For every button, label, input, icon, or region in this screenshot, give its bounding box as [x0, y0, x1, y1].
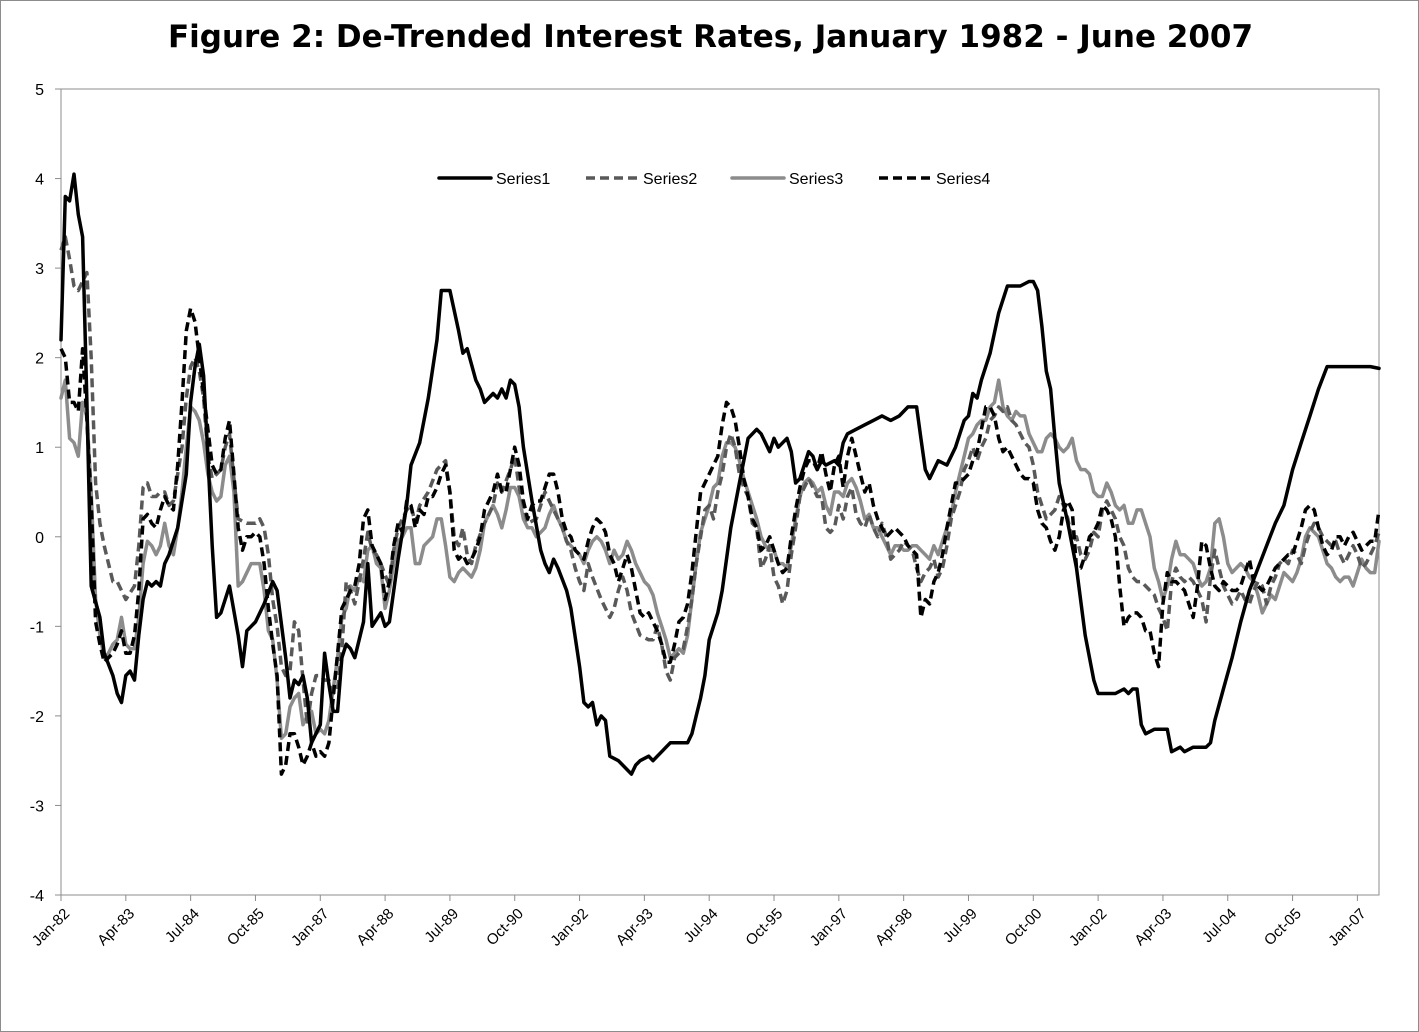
plot-border: [60, 88, 1380, 896]
y-tick-label: 3: [35, 261, 44, 278]
legend-label: Series3: [789, 171, 843, 188]
x-tick-label: Jan-02: [1066, 905, 1110, 949]
x-tick-label: Jul-94: [681, 905, 722, 946]
legend-label: Series2: [643, 171, 697, 188]
series-lines: [59, 172, 1381, 776]
y-tick-label: 2: [35, 351, 44, 368]
series-line-series4: [59, 306, 1381, 776]
x-tick-label: Jan-92: [547, 905, 591, 949]
y-tick-label: -1: [30, 619, 44, 636]
y-tick-label: 1: [35, 440, 44, 457]
x-tick-label: Apr-03: [1131, 905, 1175, 949]
x-tick-label: Apr-98: [872, 905, 916, 949]
x-tick-label: Oct-00: [1002, 905, 1046, 949]
y-axis: 5 4 3 2 1 0 -1 -2 -3 -4: [30, 82, 61, 905]
x-tick-label: Jan-07: [1325, 905, 1369, 949]
x-tick-label: Jul-99: [940, 905, 981, 946]
legend-label: Series4: [936, 171, 990, 188]
y-tick-label: -3: [30, 798, 44, 815]
y-tick-label: -2: [30, 709, 44, 726]
plot-area: [60, 88, 1380, 896]
legend: Series1 Series2 Series3 Series4: [437, 171, 990, 188]
x-tick-label: Oct-90: [483, 905, 527, 949]
x-axis: Jan-82 Apr-83 Jul-84 Oct-85 Jan-87 Apr-88 Jul-…: [29, 895, 1370, 950]
x-tick-label: Apr-93: [613, 905, 657, 949]
x-tick-label: Jan-97: [807, 905, 851, 949]
series-line-series2: [59, 235, 1381, 727]
x-tick-label: Oct-05: [1261, 905, 1305, 949]
chart-title: Figure 2: De-Trended Interest Rates, Jan…: [167, 19, 1254, 55]
x-tick-label: Jan-82: [29, 905, 73, 949]
x-tick-label: Apr-83: [94, 905, 138, 949]
x-tick-label: Jul-04: [1199, 905, 1240, 946]
x-tick-label: Jul-89: [421, 905, 462, 946]
x-tick-label: Oct-95: [742, 905, 786, 949]
y-tick-label: 5: [35, 82, 44, 99]
x-tick-label: Apr-88: [353, 905, 397, 949]
y-tick-label: 0: [35, 530, 44, 547]
x-tick-label: Oct-85: [224, 905, 268, 949]
y-tick-label: 4: [35, 172, 44, 189]
y-tick-label: -4: [30, 888, 44, 905]
x-tick-label: Jul-84: [162, 905, 203, 946]
x-tick-label: Jan-87: [288, 905, 332, 949]
series-line-series1: [59, 172, 1381, 776]
legend-label: Series1: [496, 171, 550, 188]
